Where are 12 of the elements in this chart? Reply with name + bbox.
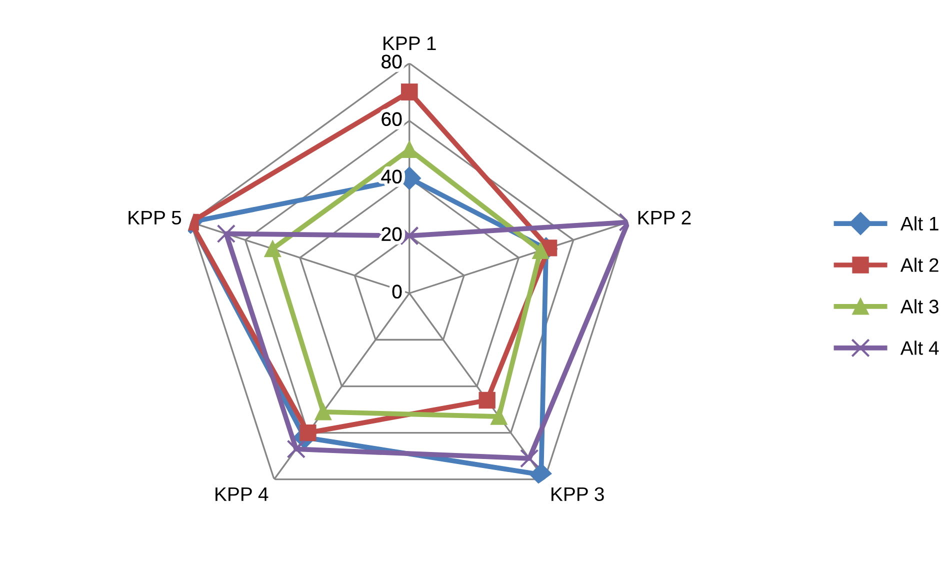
legend-label: Alt 2 — [900, 258, 938, 272]
spoke-label: KPP 2 — [638, 210, 691, 224]
y-tick-label: 80 — [382, 54, 402, 68]
legend-label: Alt 1 — [900, 216, 938, 230]
spoke-label: KPP 3 — [552, 487, 604, 502]
legend-label: Alt 3 — [900, 299, 938, 314]
spoke-label: KPP 4 — [216, 487, 268, 501]
spoke-label: KPP 1 — [384, 36, 436, 50]
y-tick-label: 0 — [392, 284, 402, 298]
legend-label: Alt 4 — [900, 340, 939, 355]
spoke-label: KPP 5 — [128, 210, 182, 225]
y-tick-label: 60 — [382, 112, 402, 126]
